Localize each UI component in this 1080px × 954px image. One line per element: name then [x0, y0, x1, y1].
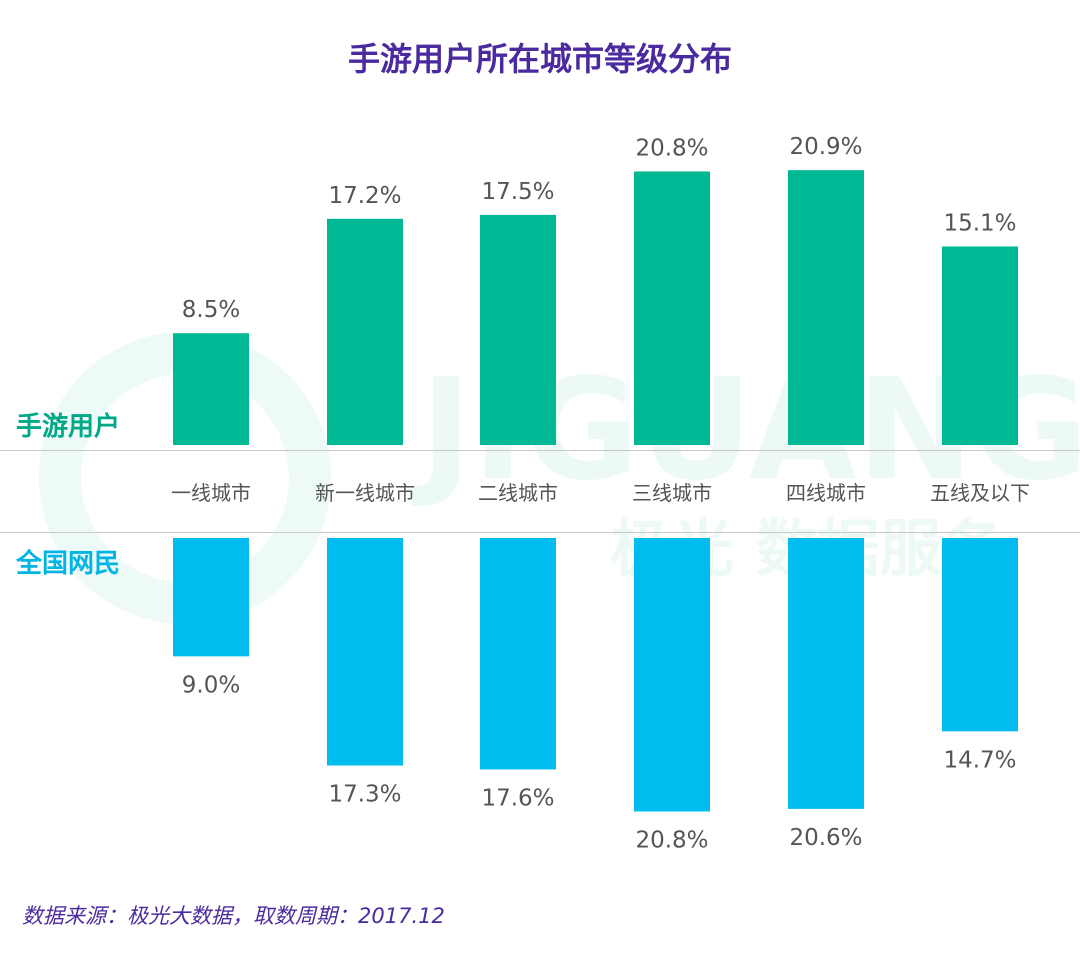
source-note: 数据来源：极光大数据，取数周期：2017.12: [22, 904, 445, 928]
bar-netizens: [327, 538, 403, 766]
chart-title: 手游用户所在城市等级分布: [347, 40, 732, 78]
data-label-netizens: 9.0%: [182, 672, 240, 698]
category-label: 三线城市: [632, 481, 712, 505]
bar-mobile-gamers: [327, 218, 403, 445]
series-label-netizens: 全国网民: [16, 549, 121, 579]
data-label-netizens: 17.3%: [328, 781, 401, 807]
lower-axis-line: [0, 532, 1080, 533]
data-label-mobile-gamers: 20.8%: [635, 135, 708, 161]
category-label: 一线城市: [171, 481, 251, 505]
data-label-mobile-gamers: 15.1%: [943, 210, 1016, 236]
data-label-netizens: 17.6%: [481, 785, 554, 811]
data-label-netizens: 14.7%: [943, 747, 1016, 773]
data-label-netizens: 20.8%: [635, 828, 708, 854]
bar-mobile-gamers: [942, 246, 1018, 445]
data-label-mobile-gamers: 17.5%: [481, 179, 554, 205]
bar-netizens: [173, 538, 249, 657]
bar-netizens: [480, 538, 556, 770]
bar-mobile-gamers: [173, 333, 249, 445]
bar-netizens: [942, 538, 1018, 732]
bar-mobile-gamers: [788, 170, 864, 446]
bar-netizens: [788, 538, 864, 809]
category-label: 二线城市: [478, 481, 558, 505]
category-label: 新一线城市: [315, 481, 415, 505]
category-label: 四线城市: [786, 481, 866, 505]
bar-mobile-gamers: [634, 171, 710, 446]
bar-netizens: [634, 538, 710, 812]
category-label: 五线及以下: [930, 481, 1030, 505]
bar-mobile-gamers: [480, 214, 556, 445]
upper-axis-line: [0, 450, 1080, 451]
series-label-mobile-gamers: 手游用户: [16, 412, 121, 442]
data-label-netizens: 20.6%: [789, 825, 862, 851]
data-label-mobile-gamers: 8.5%: [182, 297, 240, 323]
data-label-mobile-gamers: 17.2%: [328, 183, 401, 209]
data-label-mobile-gamers: 20.9%: [789, 134, 862, 160]
